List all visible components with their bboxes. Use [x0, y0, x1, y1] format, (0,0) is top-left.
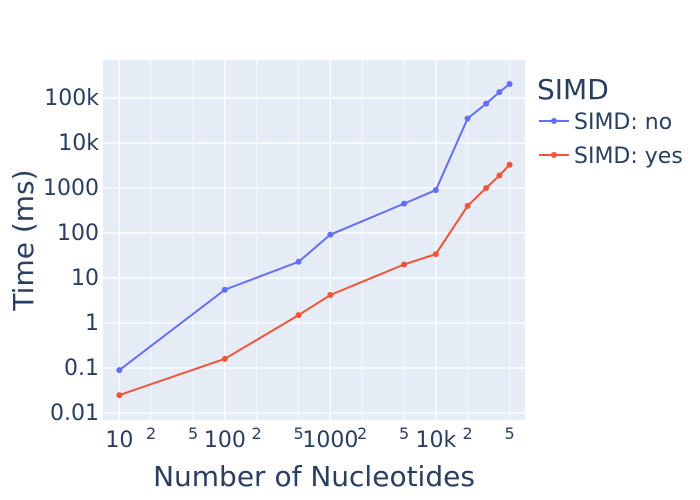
series-line: [119, 164, 511, 397]
legend-marker: [551, 152, 557, 158]
x-tick-label: 2: [357, 424, 367, 443]
y-tick-label: 1000: [43, 176, 99, 201]
x-tick-label: 1000: [302, 428, 358, 453]
data-point: [432, 187, 439, 194]
data-point: [432, 251, 439, 258]
data-point: [327, 231, 334, 238]
data-point: [496, 89, 503, 96]
plot-background: [103, 60, 525, 420]
x-tick-label: 2: [252, 424, 262, 443]
data-point: [506, 161, 513, 168]
x-axis-title: Number of Nucleotides: [153, 460, 475, 493]
legend-marker: [551, 118, 557, 124]
data-point: [295, 258, 302, 265]
y-axis-ticks: 0.01 0.1 1 10 100 1000 10k 100k: [43, 86, 99, 426]
data-point: [496, 172, 503, 179]
data-point: [327, 291, 334, 298]
data-point: [464, 115, 471, 122]
data-point: [295, 312, 302, 319]
data-point: [221, 286, 228, 293]
legend: SIMD SIMD: no SIMD: yes: [537, 73, 683, 169]
y-tick-label: 10: [71, 266, 99, 291]
series-1: [116, 81, 513, 374]
data-point: [401, 200, 408, 207]
x-tick-label: 10k: [415, 428, 456, 453]
x-tick-label: 100: [204, 428, 246, 453]
data-point: [483, 185, 490, 192]
y-tick-label: 100: [57, 221, 99, 246]
legend-title: SIMD: [537, 73, 609, 106]
y-tick-label: 0.1: [64, 356, 99, 381]
data-point: [116, 367, 123, 374]
x-tick-label: 2: [146, 424, 156, 443]
y-axis-title: Time (ms): [7, 169, 40, 311]
data-point: [116, 392, 123, 399]
y-tick-label: 10k: [58, 131, 99, 156]
x-tick-label: 5: [188, 424, 198, 443]
data-point: [401, 261, 408, 268]
legend-label: SIMD: no: [574, 110, 672, 135]
y-tick-label: 1: [85, 311, 99, 336]
legend-item: SIMD: no: [539, 110, 672, 135]
legend-label: SIMD: yes: [574, 144, 683, 169]
data-point: [506, 81, 513, 88]
data-point: [483, 100, 490, 107]
x-tick-label: 10: [105, 428, 133, 453]
x-tick-label: 5: [399, 424, 409, 443]
x-tick-label: 5: [293, 424, 303, 443]
series-2: [116, 161, 513, 399]
y-tick-label: 0.01: [50, 401, 99, 426]
y-tick-label: 100k: [44, 86, 99, 111]
x-tick-label: 5: [504, 424, 514, 443]
x-tick-label: 2: [463, 424, 473, 443]
series-line: [118, 83, 511, 371]
data-point: [464, 202, 471, 209]
data-point: [221, 355, 228, 362]
series-layer: [116, 81, 513, 399]
legend-item: SIMD: yes: [539, 144, 683, 169]
